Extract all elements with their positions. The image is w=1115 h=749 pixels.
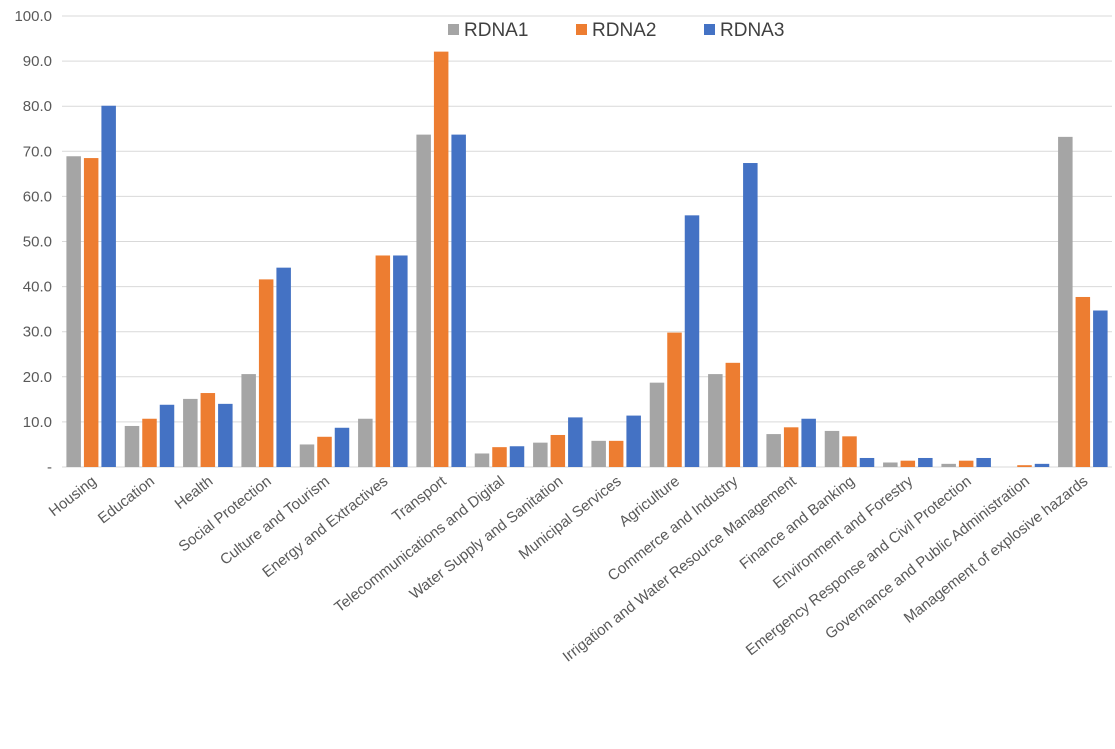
bar-rdna1-9: [591, 440, 606, 467]
y-tick-label: 50.0: [23, 234, 52, 251]
y-tick-label: 40.0: [23, 279, 52, 296]
bar-rdna2-7: [492, 447, 507, 467]
bar-rdna2-2: [200, 393, 216, 467]
bar-rdna3-4: [334, 427, 350, 467]
bar-rdna3-2: [218, 403, 233, 467]
y-tick-label: 80.0: [23, 98, 52, 115]
x-category-label: Housing: [46, 473, 100, 520]
y-tick-label: 70.0: [23, 143, 52, 160]
bar-rdna3-10: [684, 215, 700, 467]
bar-rdna2-6: [433, 51, 449, 468]
bar-rdna3-14: [918, 457, 933, 467]
bars: [66, 51, 1108, 468]
bar-rdna3-17: [1093, 310, 1108, 467]
bar-rdna1-12: [766, 434, 781, 467]
bar-rdna3-11: [743, 163, 758, 467]
bar-rdna2-3: [258, 279, 274, 467]
bar-rdna3-15: [976, 457, 991, 467]
y-axis-tick-labels: - 10.0 20.0 30.0 40.0 50.0 60.0 70.0 80.0 90.0 100…: [14, 8, 52, 476]
bar-rdna3-6: [451, 134, 466, 467]
y-tick-label: 90.0: [23, 53, 52, 70]
bar-rdna3-13: [859, 457, 875, 467]
bar-rdna1-13: [824, 430, 840, 467]
y-tick-label: -: [47, 459, 52, 476]
bar-rdna1-11: [708, 374, 723, 467]
bar-rdna2-0: [83, 158, 99, 467]
legend-swatch-rdna3: [704, 24, 715, 35]
legend-swatch-rdna1: [448, 24, 459, 35]
bar-rdna3-1: [159, 404, 175, 467]
bar-rdna3-3: [276, 267, 291, 467]
bar-rdna1-7: [474, 453, 490, 467]
bar-rdna1-3: [241, 374, 256, 467]
bar-rdna1-5: [358, 418, 373, 467]
bar-rdna2-4: [317, 436, 332, 467]
bar-rdna1-4: [299, 444, 315, 467]
legend-label-rdna3: RDNA3: [720, 20, 784, 41]
legend-label-rdna2: RDNA2: [592, 20, 656, 41]
bar-rdna3-8: [568, 417, 583, 467]
x-category-label: Education: [95, 473, 158, 527]
bar-rdna2-8: [550, 434, 566, 467]
bar-rdna2-17: [1075, 296, 1091, 467]
bar-rdna2-14: [900, 460, 916, 467]
bar-rdna1-6: [416, 134, 431, 467]
bar-rdna2-9: [608, 440, 624, 467]
bar-rdna1-8: [533, 442, 548, 467]
bar-rdna3-7: [509, 446, 525, 467]
bar-rdna2-16: [1017, 465, 1032, 467]
bar-rdna2-15: [958, 460, 974, 467]
bar-rdna2-5: [375, 255, 391, 467]
y-tick-label: 20.0: [23, 369, 52, 386]
y-tick-label: 60.0: [23, 188, 52, 205]
bar-rdna2-1: [142, 418, 157, 467]
y-tick-label: 10.0: [23, 414, 52, 431]
x-category-label: Health: [172, 473, 217, 513]
bar-rdna1-17: [1058, 136, 1073, 468]
bar-rdna1-0: [66, 156, 81, 468]
gridlines: [62, 15, 1112, 468]
bar-rdna3-16: [1034, 463, 1050, 467]
bar-rdna2-10: [667, 332, 682, 467]
legend-label-rdna1: RDNA1: [464, 20, 528, 41]
y-tick-label: 100.0: [14, 8, 52, 25]
bar-rdna1-15: [941, 463, 956, 467]
bar-rdna1-10: [649, 382, 665, 467]
bar-rdna3-9: [626, 415, 641, 467]
x-category-label: Governance and Public Administration: [822, 473, 1033, 643]
bar-rdna2-13: [842, 436, 857, 467]
bar-rdna1-14: [883, 462, 898, 467]
x-category-label: Municipal Services: [516, 473, 625, 563]
bar-rdna1-1: [124, 425, 140, 467]
bar-rdna2-11: [725, 362, 741, 467]
bar-rdna2-12: [783, 427, 799, 467]
bar-rdna3-0: [101, 105, 116, 468]
legend: RDNA1 RDNA2 RDNA3: [448, 20, 784, 41]
y-tick-label: 30.0: [23, 324, 52, 341]
bar-rdna3-12: [801, 418, 816, 467]
legend-swatch-rdna2: [576, 24, 587, 35]
bar-rdna3-5: [393, 255, 408, 467]
bar-rdna1-2: [183, 398, 198, 467]
